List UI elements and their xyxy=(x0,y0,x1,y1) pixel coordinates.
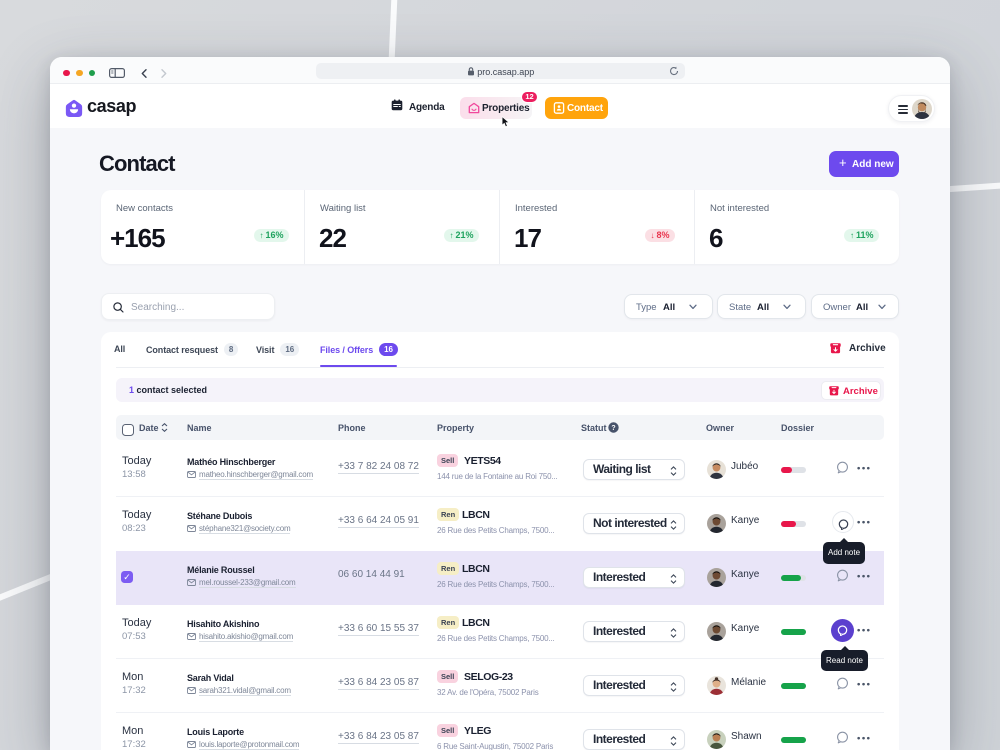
svg-text:?: ? xyxy=(611,425,615,432)
